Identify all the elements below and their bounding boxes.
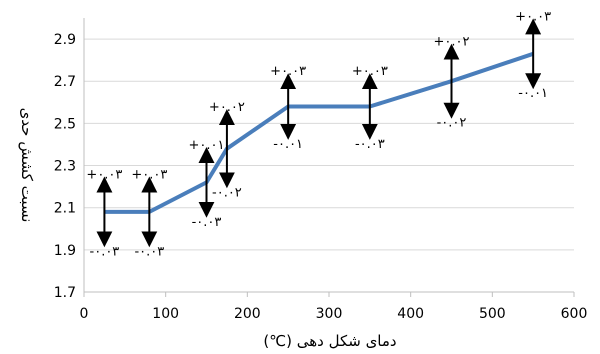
- x-tick-label: 500: [479, 306, 506, 322]
- error-plus-label: +۰.۰۲: [209, 100, 245, 115]
- error-labels: +۰.۰۳ -۰.۰۳ +۰.۰۳ -۰.۰۳ +۰.۰۱ -۰.۰۳ +۰.۰۲ -۰.۰۲…: [86, 9, 551, 259]
- x-tick-label: 100: [152, 306, 179, 322]
- y-axis-title: نسبت کشش حدی: [18, 108, 36, 223]
- error-minus-label: -۰.۰۳: [192, 215, 222, 230]
- error-plus-label: +۰.۰۳: [270, 64, 306, 79]
- error-plus-label: +۰.۰۲: [434, 35, 470, 50]
- y-tick-label: 2.7: [54, 74, 76, 90]
- y-tick-label: 2.3: [54, 159, 76, 175]
- error-plus-label: +۰.۰۳: [131, 168, 167, 183]
- series-line: [104, 51, 534, 214]
- error-minus-label: -۰.۰۲: [212, 185, 242, 200]
- axes: 1.7 1.9 2.1 2.3 2.5 2.7 2.9 0 100 200 300 400 500 600: [54, 18, 588, 322]
- y-tick-label: 1.7: [54, 285, 76, 301]
- error-plus-label: +۰.۰۳: [352, 64, 388, 79]
- x-tick-label: 300: [316, 306, 343, 322]
- error-minus-label: -۰.۰۲: [437, 116, 467, 131]
- x-axis-title: دمای شکل دهی (℃): [263, 332, 396, 350]
- error-plus-label: +۰.۰۳: [515, 9, 551, 24]
- x-tick-label: 200: [234, 306, 261, 322]
- y-tick-label: 2.1: [54, 201, 76, 217]
- y-tick-label: 2.9: [54, 32, 76, 48]
- x-tick-label: 0: [80, 306, 89, 322]
- gridlines: [84, 38, 574, 251]
- error-minus-label: -۰.۰۱: [273, 137, 303, 152]
- x-tick-label: 600: [561, 306, 588, 322]
- y-tick-label: 2.5: [54, 116, 76, 132]
- error-minus-label: -۰.۰۳: [90, 244, 120, 259]
- error-plus-label: +۰.۰۳: [86, 168, 122, 183]
- error-minus-label: -۰.۰۱: [518, 86, 548, 101]
- error-minus-label: -۰.۰۳: [134, 244, 164, 259]
- x-tick-label: 400: [397, 306, 424, 322]
- y-tick-label: 1.9: [54, 243, 76, 259]
- error-bars: [96, 18, 542, 248]
- error-minus-label: -۰.۰۳: [355, 137, 385, 152]
- error-plus-label: +۰.۰۱: [189, 138, 225, 153]
- series-line-group: [104, 51, 534, 214]
